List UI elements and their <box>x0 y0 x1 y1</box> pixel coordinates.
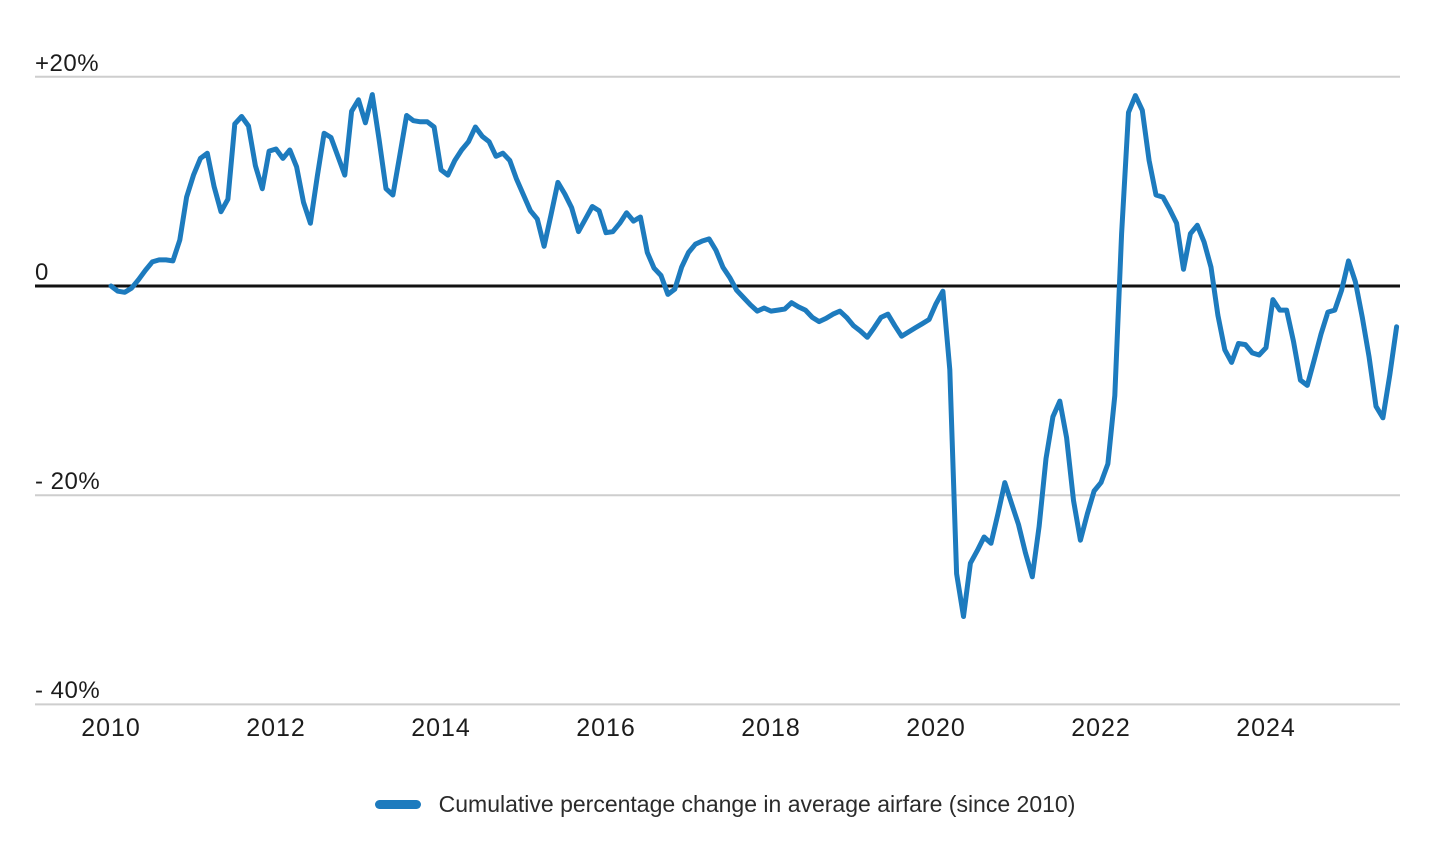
x-tick-label-2022: 2022 <box>1071 714 1131 742</box>
x-tick-label-2024: 2024 <box>1236 714 1296 742</box>
x-tick-label-2018: 2018 <box>741 714 801 742</box>
y-tick-label-minus20: - 20% <box>35 468 101 495</box>
x-tick-label-2020: 2020 <box>906 714 966 742</box>
x-tick-label-2012: 2012 <box>246 714 306 742</box>
horizontal-gridlines <box>35 75 1400 706</box>
legend-label: Cumulative percentage change in average … <box>438 791 1076 817</box>
y-tick-label-minus40: - 40% <box>35 677 101 704</box>
x-tick-label-2014: 2014 <box>411 714 471 742</box>
legend: Cumulative percentage change in average … <box>0 791 1450 818</box>
y-tick-label-zero: 0 <box>35 259 49 286</box>
y-tick-label-plus20: +20% <box>35 50 100 77</box>
x-tick-label-2016: 2016 <box>576 714 636 742</box>
x-tick-label-2010: 2010 <box>81 714 141 742</box>
legend-line-swatch <box>374 800 421 809</box>
airfare-series-line <box>108 92 1400 619</box>
